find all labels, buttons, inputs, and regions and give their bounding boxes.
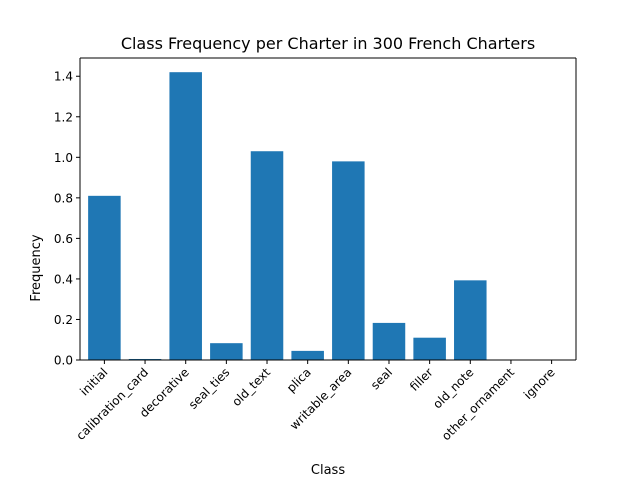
plot-area — [80, 57, 577, 360]
bar-plica — [291, 350, 324, 360]
bar-old-text — [250, 151, 284, 360]
x-axis-label: Class — [311, 463, 345, 478]
y-axis-label: Frequency — [29, 234, 44, 301]
y-axis: 0.0 0.2 0.4 0.6 0.8 1.0 1.2 1.4 — [54, 58, 81, 368]
bar-decorative — [169, 72, 202, 360]
bar-seal-ties — [210, 343, 243, 360]
bar-filler — [413, 337, 446, 360]
y-tick-label: 0.6 — [54, 232, 73, 246]
y-tick-label: 1.4 — [54, 70, 73, 84]
bar-seal — [372, 322, 406, 360]
plot-background — [80, 58, 576, 360]
y-tick-label: 1.0 — [54, 151, 73, 165]
chart-title: Class Frequency per Charter in 300 Frenc… — [121, 34, 535, 53]
bar-calibration-card — [128, 358, 162, 360]
y-tick-label: 0.0 — [54, 354, 73, 368]
bars-group — [88, 72, 487, 360]
y-tick-label: 0.8 — [54, 191, 73, 205]
y-tick-label: 0.2 — [54, 313, 73, 327]
bar-writable-area — [332, 161, 365, 360]
bar-old-note — [454, 280, 487, 360]
y-tick-label: 1.2 — [54, 110, 73, 124]
y-tick-label: 0.4 — [54, 272, 73, 286]
bar-initial — [88, 195, 121, 360]
